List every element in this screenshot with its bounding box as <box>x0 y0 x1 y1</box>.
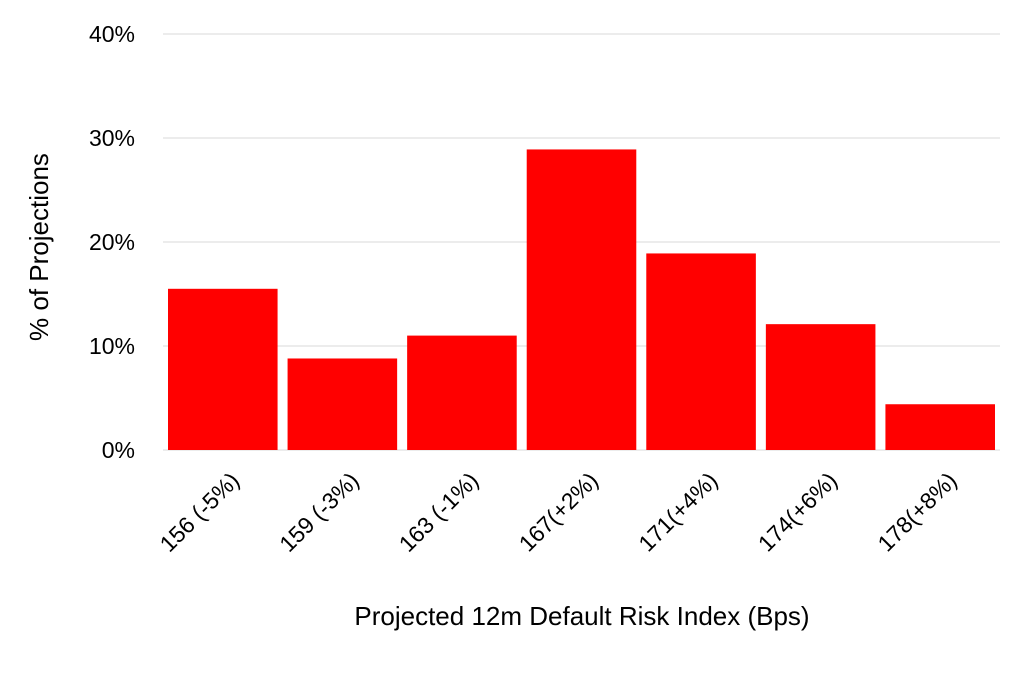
bar <box>765 324 876 450</box>
y-axis-tick-labels: 0% 10% 20% 30% 40% <box>89 21 135 463</box>
y-axis-title: % of Projections <box>24 153 54 341</box>
bar <box>287 358 398 450</box>
bar <box>885 404 995 450</box>
x-axis-title: Projected 12m Default Risk Index (Bps) <box>354 601 809 631</box>
y-tick-label: 10% <box>89 333 135 359</box>
x-tick-label: 163 (-1%) <box>394 467 484 557</box>
bar <box>646 253 756 450</box>
y-tick-label: 30% <box>89 125 135 151</box>
bar <box>168 288 278 450</box>
x-tick-label: 174(+6%) <box>753 467 842 556</box>
x-axis-category-labels: 156 (-5%) 159 (-3%) 163 (-1%) 167(+2%) 171(+… <box>155 467 962 557</box>
x-tick-label: 167(+2%) <box>514 467 603 556</box>
y-tick-label: 20% <box>89 229 135 255</box>
bar <box>526 149 637 450</box>
x-tick-label: 178(+8%) <box>872 467 961 556</box>
x-tick-label: 156 (-5%) <box>155 467 245 557</box>
x-tick-label: 159 (-3%) <box>274 467 364 557</box>
bar <box>407 335 517 450</box>
x-tick-label: 171(+4%) <box>633 467 722 556</box>
y-tick-label: 0% <box>102 437 135 463</box>
bars <box>168 149 995 450</box>
y-tick-label: 40% <box>89 21 135 47</box>
